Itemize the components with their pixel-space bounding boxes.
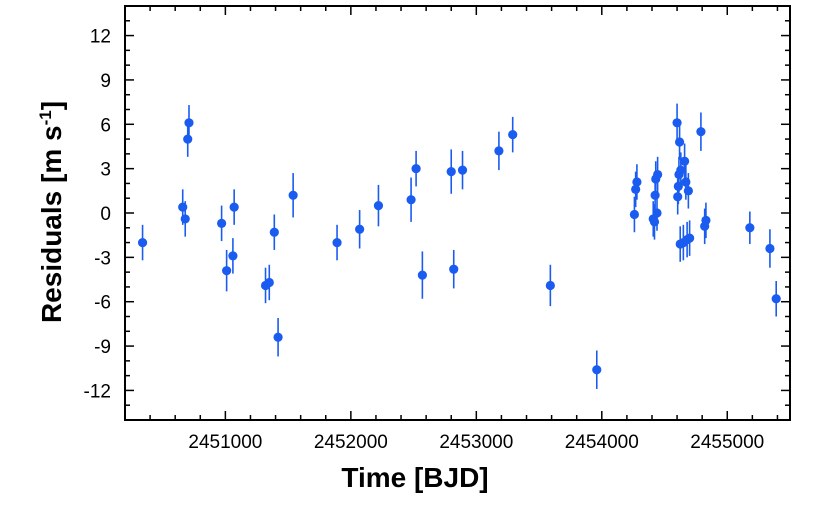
data-point <box>652 208 662 218</box>
x-tick-label: 2454000 <box>565 432 639 453</box>
axis-ticks <box>124 6 790 420</box>
data-point <box>494 146 504 156</box>
data-point <box>264 277 274 288</box>
x-axis-title: Time [BJD] <box>341 462 489 493</box>
data-point <box>685 233 695 243</box>
x-tick-label: 2453000 <box>439 432 513 453</box>
data-point <box>269 227 279 237</box>
data-point <box>674 137 685 147</box>
y-tick-label: -9 <box>94 337 111 358</box>
data-point <box>632 177 642 187</box>
data-point <box>406 195 416 205</box>
data-point <box>137 237 148 248</box>
data-point <box>745 223 755 233</box>
data-point <box>229 202 239 212</box>
data-point <box>631 184 641 194</box>
data-point <box>228 251 238 261</box>
data-point <box>183 134 193 144</box>
data-point <box>355 224 365 234</box>
data-point <box>701 215 711 225</box>
y-tick-label: -3 <box>94 248 111 269</box>
data-point <box>449 264 459 274</box>
data-point <box>217 218 227 228</box>
y-tick-label: 3 <box>100 160 111 181</box>
data-point <box>545 280 555 291</box>
data-point <box>180 214 190 224</box>
y-axis-title-base: Residuals [m s <box>36 125 67 324</box>
x-tick-label: 2452000 <box>314 432 388 453</box>
y-tick-label: 12 <box>90 27 111 48</box>
data-point <box>332 237 342 248</box>
x-tick-label: 2455000 <box>690 432 764 453</box>
data-point <box>653 169 663 180</box>
data-point <box>373 201 384 211</box>
data-point <box>592 365 602 375</box>
plot-frame <box>124 5 791 421</box>
data-point <box>508 130 518 140</box>
data-point <box>676 165 686 175</box>
data-point <box>629 209 640 220</box>
data-point <box>288 190 298 200</box>
y-tick-label: 6 <box>100 115 111 136</box>
data-point <box>765 243 775 254</box>
y-axis-title: Residuals [m s-1] <box>36 101 68 323</box>
y-axis-title-close: ] <box>36 100 67 111</box>
data-point <box>680 156 690 166</box>
data-point <box>683 186 693 196</box>
data-point <box>273 332 283 342</box>
y-tick-label: -6 <box>94 293 111 314</box>
data-point <box>411 164 421 174</box>
y-tick-label: 0 <box>100 204 111 225</box>
y-tick-label: 9 <box>100 71 111 92</box>
data-point <box>222 266 232 276</box>
data-point <box>771 294 781 304</box>
data-point <box>417 270 427 280</box>
data-point <box>184 118 194 128</box>
y-tick-label: -12 <box>84 381 111 402</box>
data-point <box>457 165 468 175</box>
data-point <box>446 167 456 177</box>
data-markers <box>137 103 781 389</box>
tick-labels: 2451000 2452000 2453000 2454000 2455000 12 9 6 3… <box>84 27 765 453</box>
y-axis-title-exponent: -1 <box>36 110 55 126</box>
data-point <box>696 127 706 137</box>
x-tick-label: 2451000 <box>188 432 262 453</box>
